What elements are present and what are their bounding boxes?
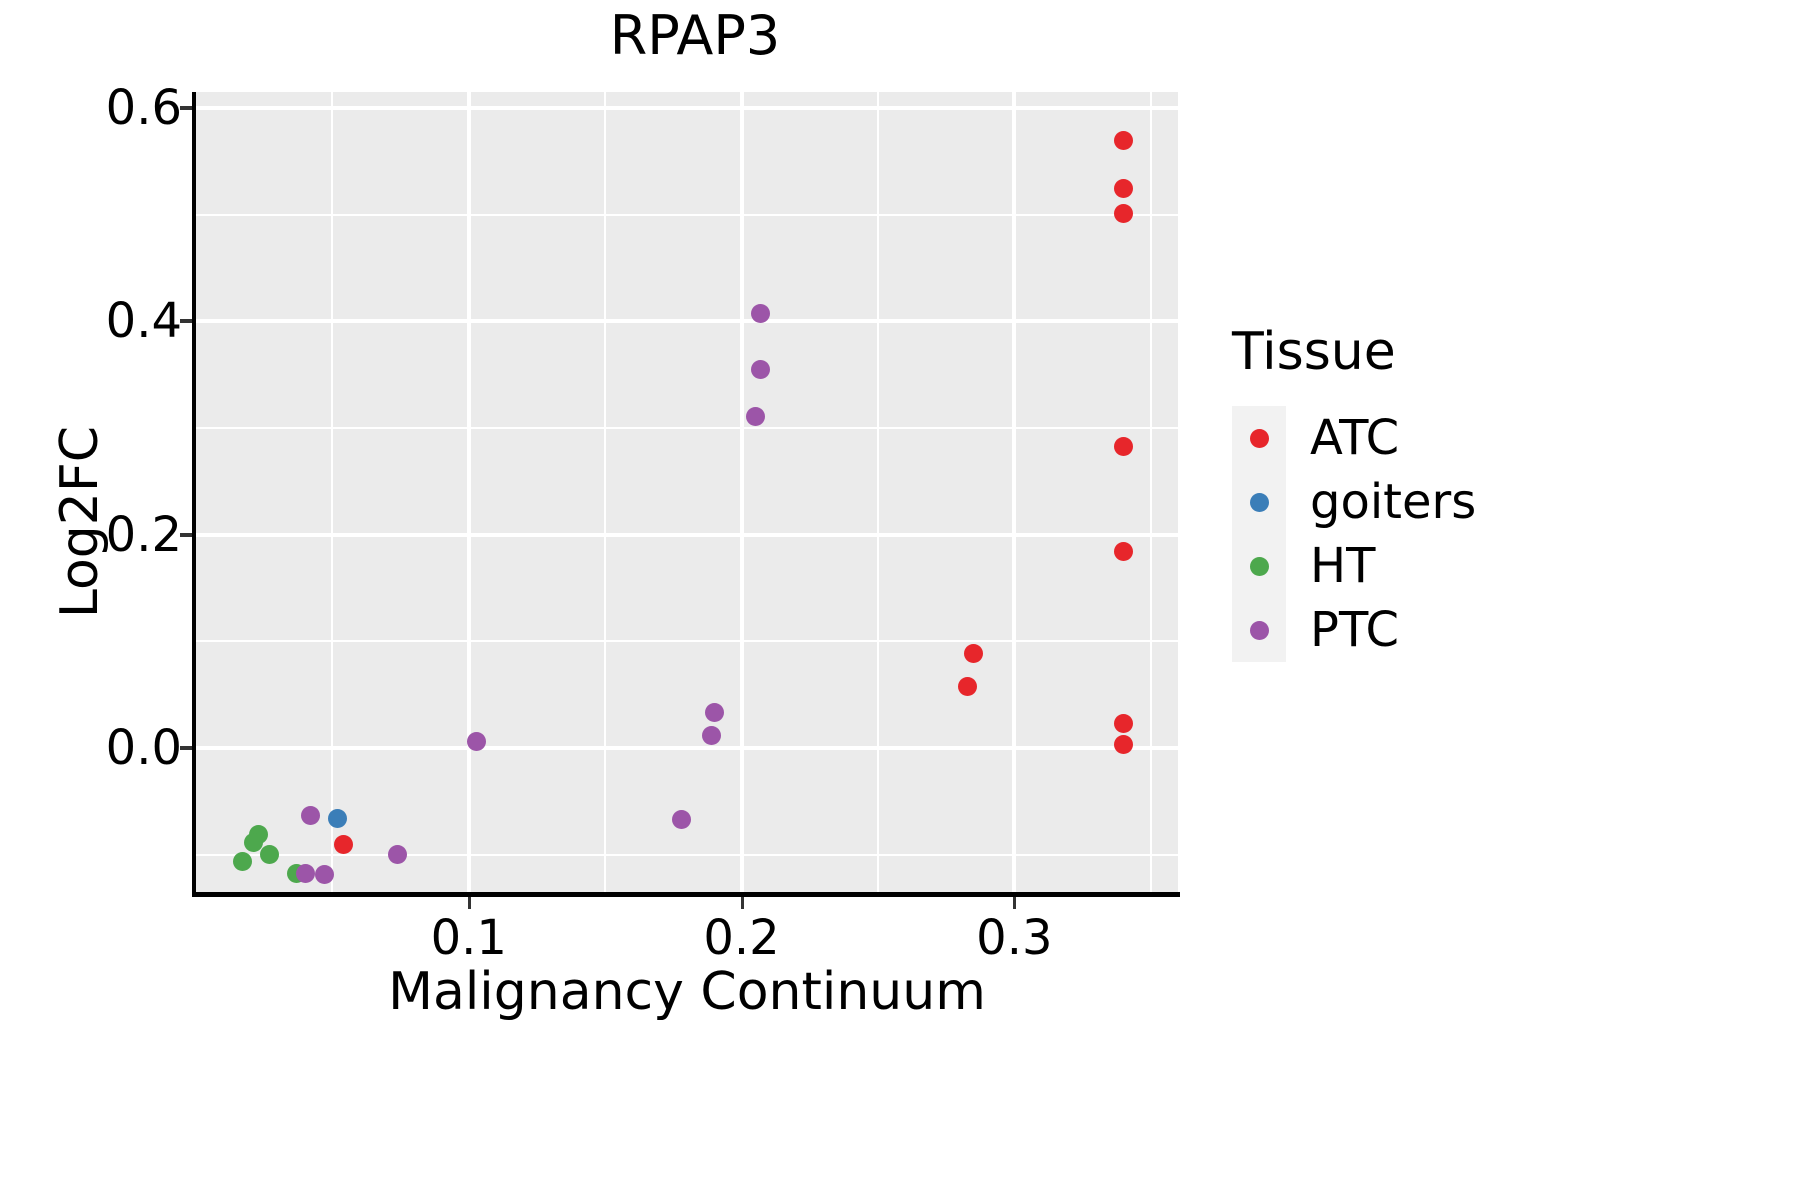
x-tick-label: 0.3 (976, 910, 1053, 966)
gridline-horizontal-major (196, 532, 1178, 537)
legend-item-atc[interactable]: ATC (1232, 406, 1752, 470)
y-tick-label: 0.2 (105, 506, 182, 563)
legend-key-swatch (1232, 406, 1286, 470)
data-point-atc (1113, 735, 1133, 755)
legend: Tissue ATC goiters HT PTC (1232, 322, 1752, 662)
legend-item-ptc[interactable]: PTC (1232, 598, 1752, 662)
y-tick-label: 0.4 (105, 293, 182, 350)
data-point-ptc (704, 703, 724, 723)
data-point-ptc (295, 864, 315, 884)
data-point-atc (333, 834, 353, 854)
y-axis-line (192, 92, 196, 893)
gridline-horizontal-minor (196, 640, 1178, 643)
chart-title: RPAP3 (609, 4, 781, 67)
gridline-vertical-minor (331, 92, 334, 892)
gridline-horizontal-major (196, 319, 1178, 324)
y-tick-mark (180, 319, 192, 324)
x-tick-mark (1013, 897, 1017, 909)
data-point-ptc (301, 805, 321, 825)
x-tick-label: 0.1 (430, 910, 507, 966)
legend-dot-icon (1249, 492, 1269, 512)
legend-item-label: HT (1310, 538, 1376, 594)
gridline-vertical-major (466, 92, 471, 892)
legend-title: Tissue (1232, 322, 1396, 382)
data-point-ptc (745, 406, 765, 426)
legend-item-goiters[interactable]: goiters (1232, 470, 1752, 534)
data-point-atc (1113, 542, 1133, 562)
data-point-ptc (751, 304, 771, 324)
legend-item-label: goiters (1310, 474, 1477, 530)
y-tick-mark (180, 106, 192, 110)
y-tick-label: 0.6 (105, 80, 182, 136)
data-point-ht (260, 845, 280, 865)
x-tick-mark (740, 897, 744, 909)
gridline-vertical-minor (876, 92, 879, 892)
data-point-ht (243, 833, 263, 853)
plot-panel (196, 92, 1178, 892)
legend-dot-icon (1249, 428, 1269, 448)
gridline-vertical-major (739, 92, 744, 892)
gridline-horizontal-minor (196, 853, 1178, 856)
legend-item-ht[interactable]: HT (1232, 534, 1752, 598)
data-point-goiters (328, 808, 348, 828)
gridline-vertical-minor (604, 92, 607, 892)
data-point-ptc (672, 809, 692, 829)
y-axis-label: Log2FC (50, 425, 110, 619)
x-axis-label: Malignancy Continuum (388, 962, 986, 1022)
legend-key-swatch (1232, 534, 1286, 598)
data-point-ptc (314, 865, 334, 885)
data-point-ptc (702, 725, 722, 745)
legend-key-swatch (1232, 598, 1286, 662)
data-point-atc (1113, 178, 1133, 198)
data-point-ptc (467, 732, 487, 752)
legend-dot-icon (1249, 620, 1269, 640)
x-axis-line (192, 892, 1180, 897)
legend-items: ATC goiters HT PTC (1232, 406, 1752, 662)
x-tick-label: 0.2 (703, 910, 780, 966)
data-point-atc (1113, 713, 1133, 733)
data-point-ptc (388, 845, 408, 865)
gridline-horizontal-major (196, 746, 1178, 750)
legend-key-swatch (1232, 470, 1286, 534)
data-point-ptc (751, 359, 771, 379)
gridline-horizontal-minor (196, 427, 1178, 429)
data-point-atc (1113, 436, 1133, 456)
data-point-atc (1113, 130, 1133, 150)
data-point-atc (958, 676, 978, 696)
gridline-vertical-minor (1149, 92, 1152, 892)
data-point-atc (963, 643, 983, 663)
legend-dot-icon (1249, 556, 1269, 576)
y-tick-label: 0.0 (105, 720, 182, 776)
y-tick-mark (180, 532, 192, 537)
data-point-ht (232, 851, 252, 871)
gridline-horizontal-minor (196, 213, 1178, 216)
gridline-vertical-major (1012, 92, 1017, 892)
y-tick-mark (180, 746, 192, 750)
gridline-horizontal-major (196, 106, 1178, 110)
x-tick-mark (467, 897, 471, 909)
data-point-atc (1113, 204, 1133, 224)
legend-item-label: PTC (1310, 602, 1399, 658)
legend-item-label: ATC (1310, 410, 1400, 466)
